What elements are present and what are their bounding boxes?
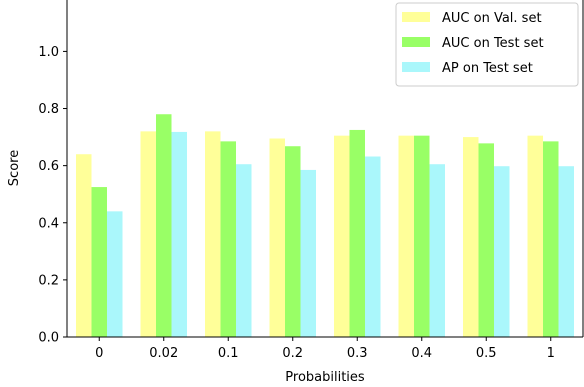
bar-1-1: [527, 135, 543, 337]
x-tick-label: 0.1: [218, 346, 239, 361]
bar-2-0.5: [478, 143, 494, 337]
y-tick-label: 0.0: [38, 331, 59, 346]
legend-swatch-2: [402, 37, 430, 47]
bar-3-0.1: [236, 164, 252, 337]
bar-3-0.2: [300, 169, 316, 337]
bar-2-0.4: [414, 135, 430, 337]
y-tick-label: 0.8: [38, 102, 59, 117]
bar-1-0.02: [140, 131, 156, 337]
bar-3-0: [107, 211, 123, 337]
bar-2-0: [91, 187, 107, 337]
bar-3-1: [558, 166, 574, 337]
bar-3-0.5: [494, 166, 510, 337]
x-tick-label: 0.2: [282, 346, 303, 361]
bar-2-0.3: [349, 129, 365, 337]
legend-label-3: AP on Test set: [442, 61, 533, 76]
y-tick-label: 1.0: [38, 45, 59, 60]
bar-1-0.1: [205, 131, 221, 337]
legend-swatch-3: [402, 62, 430, 72]
bar-2-0.2: [285, 146, 301, 337]
legend-swatch-1: [402, 12, 430, 22]
y-tick-label: 0.4: [38, 216, 59, 231]
y-tick-label: 0.6: [38, 159, 59, 174]
x-tick-label: 0: [95, 346, 103, 361]
bar-2-1: [543, 141, 559, 337]
legend-label-2: AUC on Test set: [442, 36, 544, 51]
x-tick-label: 0.02: [149, 346, 178, 361]
bar-1-0: [76, 154, 92, 337]
axes-group: 0.0 0.2 0.4 0.6 0.8 1.0 0 0.02 0.1 0.2 0.3 0.4 0.5 1: [38, 0, 584, 361]
y-tick-label: 0.2: [38, 273, 59, 288]
bars-group: [76, 114, 574, 338]
bar-3-0.3: [365, 156, 381, 337]
x-axis-label: Probabilities: [285, 370, 365, 385]
x-tick-label: 1: [547, 346, 555, 361]
y-axis-label: Score: [7, 150, 22, 186]
legend-frame: [395, 2, 579, 87]
bar-1-0.2: [269, 138, 285, 337]
bar-2-0.02: [156, 114, 172, 338]
x-tick-label: 0.4: [411, 346, 432, 361]
legend-label-1: AUC on Val. set: [442, 11, 542, 26]
bar-1-0.3: [334, 135, 350, 337]
bar-1-0.4: [398, 135, 414, 337]
legend: AUC on Val. set AUC on Test set AP on Test…: [395, 2, 579, 87]
bar-1-0.5: [463, 137, 479, 337]
bar-3-0.02: [171, 131, 187, 337]
x-tick-label: 0.3: [347, 346, 368, 361]
x-tick-label: 0.5: [476, 346, 497, 361]
bar-2-0.1: [220, 141, 236, 337]
bar-3-0.4: [429, 164, 445, 337]
